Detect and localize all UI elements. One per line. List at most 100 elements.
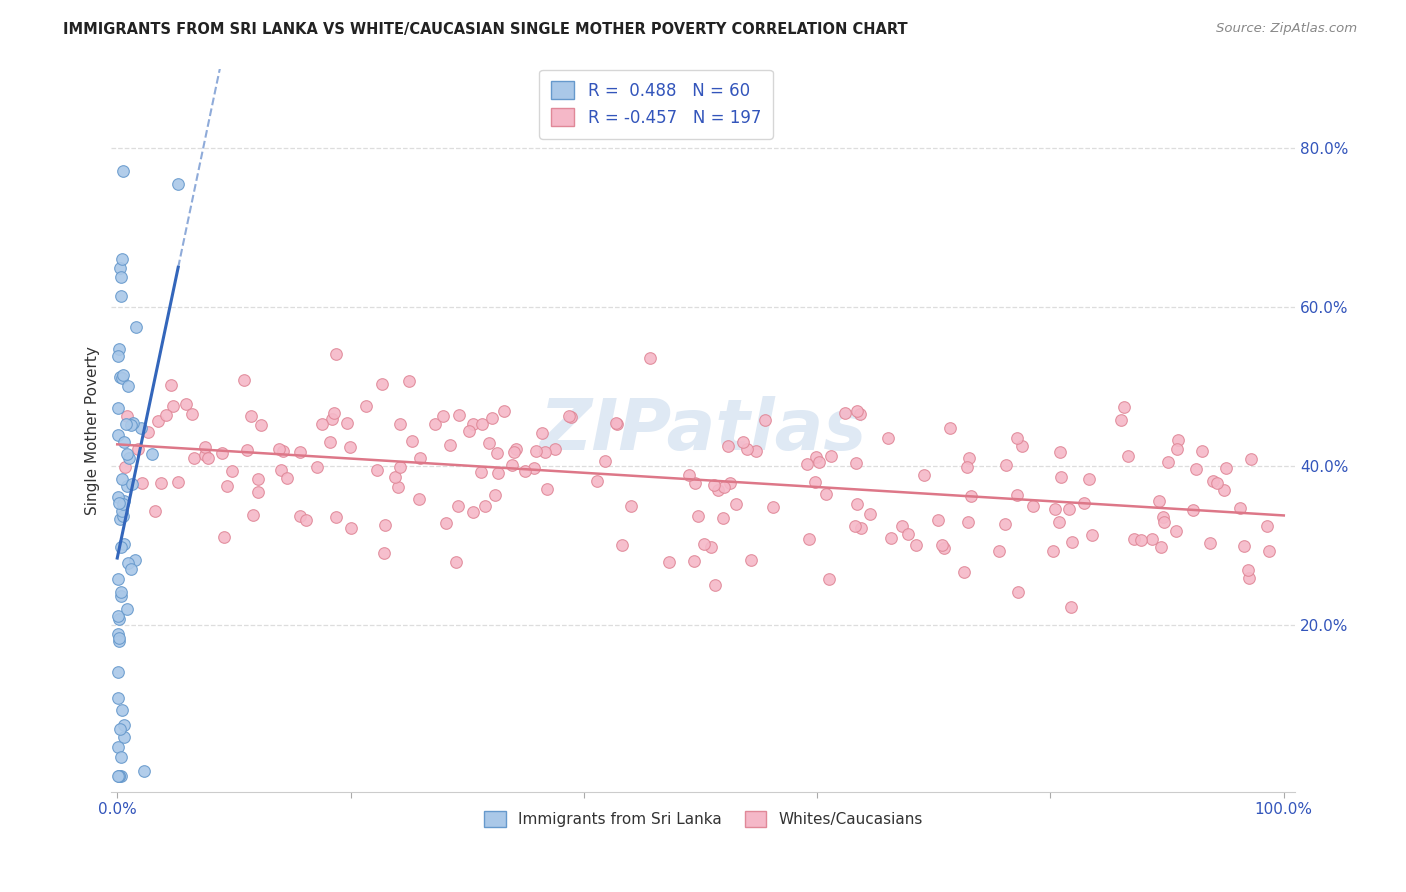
Point [815,487,838,501]
Point [486,467,509,481]
Point [713,480,735,494]
Point [1049,470,1071,484]
Point [212,530,235,544]
Text: Source: ZipAtlas.com: Source: ZipAtlas.com [1216,22,1357,36]
Point [336,416,359,430]
Point [957,450,980,465]
Point [1167,433,1189,447]
Point [716,439,738,453]
Point [167,177,190,191]
Point [994,458,1017,472]
Point [735,442,758,456]
Point [110,750,132,764]
Point [859,507,882,521]
Point [110,288,132,302]
Point [373,546,395,560]
Point [523,461,546,475]
Point [249,417,271,432]
Point [143,504,166,518]
Point [167,475,190,490]
Point [434,516,457,530]
Point [111,503,134,517]
Point [134,764,156,779]
Point [108,722,131,736]
Point [1199,536,1222,550]
Point [1185,462,1208,476]
Point [444,555,467,569]
Point [112,508,135,523]
Point [408,491,430,506]
Point [211,446,233,460]
Point [606,417,628,431]
Point [110,769,132,783]
Point [247,472,270,486]
Point [731,434,754,449]
Point [401,434,423,448]
Point [560,410,582,425]
Point [131,476,153,491]
Point [121,476,143,491]
Point [290,508,312,523]
Point [1153,515,1175,529]
Point [107,401,129,416]
Point [112,494,135,508]
Y-axis label: Single Mother Poverty: Single Mother Poverty [86,346,100,515]
Point [125,320,148,334]
Point [295,513,318,527]
Point [593,454,616,468]
Point [481,410,503,425]
Point [845,497,868,511]
Point [534,445,557,459]
Point [197,451,219,466]
Point [354,399,377,413]
Point [115,417,138,431]
Point [1077,472,1099,486]
Point [112,718,135,732]
Point [311,417,333,432]
Point [879,531,901,545]
Point [1229,501,1251,516]
Point [987,544,1010,558]
Point [384,470,406,484]
Point [1237,570,1260,584]
Point [1060,599,1083,614]
Point [1152,509,1174,524]
Point [1181,503,1204,517]
Point [110,540,132,554]
Point [118,451,141,466]
Point [471,417,494,431]
Point [1060,534,1083,549]
Point [849,407,872,421]
Point [1237,563,1260,577]
Point [439,438,461,452]
Point [117,447,139,461]
Point [447,409,470,423]
Point [754,413,776,427]
Point [1073,496,1095,510]
Point [724,497,747,511]
Point [112,536,135,550]
Point [389,417,412,431]
Point [845,403,868,417]
Point [194,441,217,455]
Point [107,631,129,645]
Point [107,691,129,706]
Point [544,442,567,457]
Point [107,769,129,783]
Point [110,261,132,276]
Point [1257,544,1279,558]
Point [1147,493,1170,508]
Point [463,417,485,431]
Point [610,538,633,552]
Point [501,458,523,472]
Point [111,472,134,486]
Point [474,500,496,514]
Point [953,566,976,580]
Point [1142,533,1164,547]
Point [851,521,873,535]
Point [111,497,134,511]
Point [129,421,152,435]
Point [339,440,361,454]
Point [817,572,839,586]
Point [478,436,501,450]
